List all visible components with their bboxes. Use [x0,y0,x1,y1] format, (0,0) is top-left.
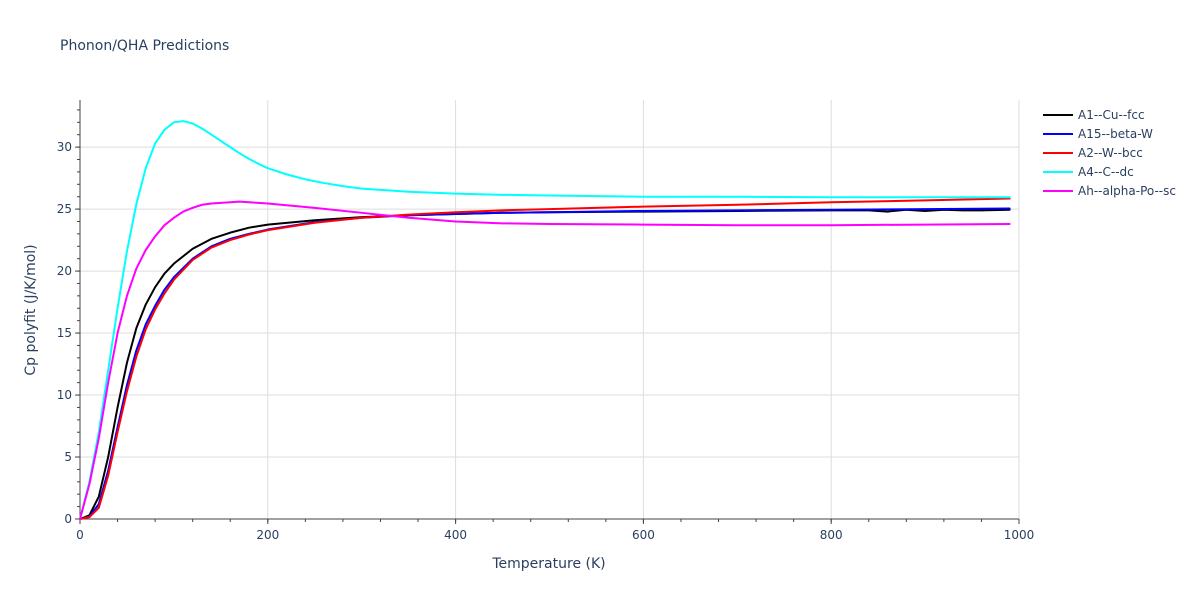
y-tick-label: 10 [57,388,72,402]
x-tick-label: 600 [632,528,655,542]
series-line-4[interactable] [79,200,1011,520]
series-line-0[interactable] [79,208,1011,520]
legend[interactable]: A1--Cu--fcc A15--beta-W A2--W--bcc A4--C--d… [1043,108,1176,198]
x-axis-title: Temperature (K) [491,556,605,572]
legend-item[interactable]: A4--C--dc [1043,165,1134,179]
series-lines [79,120,1011,520]
y-tick-label: 5 [64,450,72,464]
legend-label: Ah--alpha-Po--sc [1078,184,1176,198]
axes: 0 200 400 600 800 1000 0 5 10 15 20 25 30 [57,100,1035,542]
legend-label: A2--W--bcc [1078,146,1143,160]
chart-title: Phonon/QHA Predictions [60,38,229,54]
y-tick-label: 30 [57,140,72,154]
y-axis-title: Cp polyfit (J/K/mol) [23,244,39,375]
x-tick-label: 800 [820,528,843,542]
x-tick-label: 0 [76,528,84,542]
x-tick-label: 1000 [1004,528,1035,542]
series-line-1[interactable] [79,207,1011,520]
legend-item[interactable]: A1--Cu--fcc [1043,108,1145,122]
x-tick-label: 400 [444,528,467,542]
series-line-3[interactable] [79,120,1011,520]
y-tick-label: 0 [64,512,72,526]
y-tick-label: 25 [57,202,72,216]
legend-item[interactable]: A2--W--bcc [1043,146,1143,160]
series-line-2[interactable] [79,197,1011,520]
y-tick-label: 20 [57,264,72,278]
legend-label: A4--C--dc [1078,165,1134,179]
legend-label: A1--Cu--fcc [1078,108,1145,122]
x-tick-label: 200 [256,528,279,542]
legend-label: A15--beta-W [1078,127,1153,141]
legend-item[interactable]: Ah--alpha-Po--sc [1043,184,1176,198]
legend-item[interactable]: A15--beta-W [1043,127,1153,141]
y-tick-label: 15 [57,326,72,340]
